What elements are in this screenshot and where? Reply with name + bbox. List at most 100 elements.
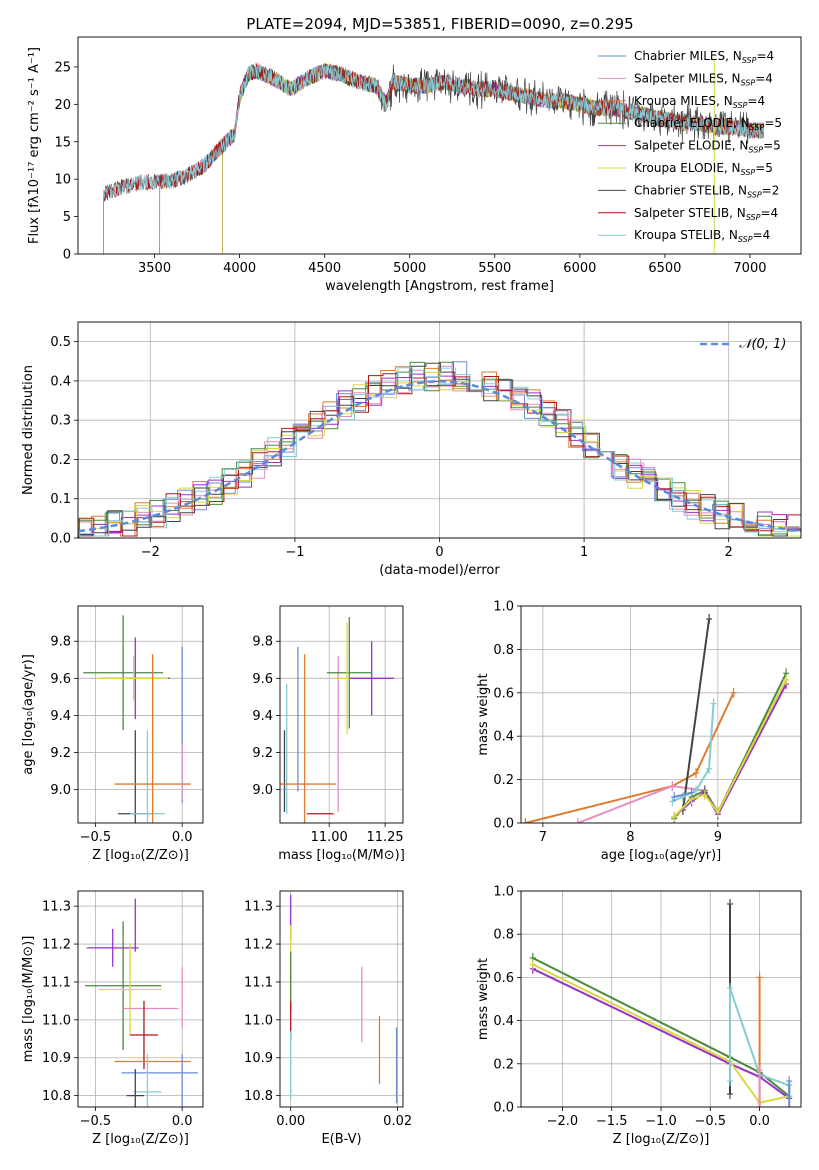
x-tick-label: 9: [714, 830, 722, 845]
y-axis-label: mass weight: [476, 673, 491, 755]
y-tick-label: 0.5: [50, 335, 71, 350]
axes-frame: [279, 890, 404, 1108]
y-tick-label: 11.3: [244, 900, 273, 915]
x-tick-label: −0.5: [80, 1114, 112, 1129]
y-tick-label: 0.3: [50, 414, 71, 429]
plot-area: [83, 615, 191, 823]
histogram-step: [79, 367, 801, 538]
x-tick-label: 0.00: [276, 1114, 305, 1129]
x-tick-label: 6000: [563, 261, 596, 276]
x-tick-label: 0.0: [749, 1114, 770, 1129]
legend-eq: =: [762, 183, 772, 197]
legend-n: , N: [721, 228, 738, 242]
legend-nssp-value: 5: [774, 116, 782, 130]
plot-area: [84, 898, 198, 1107]
y-tick-label: 11.0: [244, 1013, 273, 1028]
weight-line: [673, 791, 692, 798]
legend-nssp-value: 4: [763, 228, 771, 242]
x-tick-label: 0.0: [172, 1114, 193, 1129]
legend-eq: =: [753, 228, 763, 242]
spectrum-line-salpeter-miles: [159, 64, 764, 254]
plot-area: [522, 614, 790, 823]
y-tick-label: 1.0: [493, 885, 514, 900]
y-tick-label: 0.2: [493, 1057, 514, 1072]
y-tick-label: 20: [54, 98, 71, 113]
legend-eq: =: [755, 71, 765, 85]
plot-area: [529, 898, 793, 1107]
legend-series-name: Salpeter STELIB: [634, 206, 729, 220]
legend-nssp-value: 2: [772, 183, 780, 197]
x-tick-label: 5500: [478, 261, 511, 276]
x-tick-label: −0.5: [695, 1114, 727, 1129]
legend-series-name: Kroupa STELIB: [634, 228, 721, 242]
y-tick-label: 0.6: [493, 686, 514, 701]
x-tick-label: 0: [435, 545, 443, 560]
y-tick-label: 0: [63, 248, 71, 263]
y-tick-label: 11.3: [42, 900, 71, 915]
y-tick-label: 10.9: [42, 1051, 71, 1066]
x-axis-label: mass [log₁₀(M/M⊙)]: [278, 848, 405, 863]
axes-frame: [279, 605, 404, 824]
legend-ssp: SSP: [746, 213, 761, 222]
spectrum-line-salpeter-stelib: [103, 62, 764, 254]
y-tick-label: 11.0: [42, 1013, 71, 1028]
y-tick-label: 9.2: [252, 746, 273, 761]
y-tick-label: 0.0: [493, 817, 514, 832]
y-tick-label: 9.4: [252, 709, 273, 724]
x-tick-label: 7000: [733, 261, 766, 276]
axes-frame: [77, 321, 802, 539]
legend-series-name: Chabrier STELIB: [634, 183, 730, 197]
plot-area: [290, 894, 398, 1104]
x-tick-label: 6500: [648, 261, 681, 276]
legend-n: , N: [716, 94, 733, 108]
legend-nssp-value: 4: [765, 71, 773, 85]
weight-line: [681, 618, 711, 811]
legend-ssp: SSP: [747, 190, 762, 199]
weight-line: [525, 692, 735, 823]
x-tick-label: 11.00: [311, 830, 348, 845]
y-tick-label: 9.0: [50, 783, 71, 798]
legend-label: Kroupa MILES, NSSP=4: [634, 94, 765, 110]
legend-ssp: SSP: [742, 56, 757, 65]
axes-frame: [77, 36, 802, 255]
legend-label: Salpeter STELIB, NSSP=4: [634, 206, 778, 222]
legend-label: Chabrier STELIB, NSSP=2: [634, 183, 779, 199]
legend-series-name: Kroupa MILES: [634, 94, 716, 108]
legend-label: Chabrier ELODIE, NSSP=5: [634, 116, 782, 132]
x-tick-label: 11.25: [366, 830, 403, 845]
x-axis-label: Z [log₁₀(Z/Z⊙)]: [92, 848, 189, 863]
x-tick-label: −1.5: [596, 1114, 628, 1129]
x-tick-label: −2.0: [547, 1114, 579, 1129]
spectrum-line-chabrier-stelib: [103, 64, 764, 254]
plot-area: [103, 59, 764, 254]
axes-frame: [77, 605, 204, 824]
legend-series-name: Kroupa ELODIE: [634, 161, 724, 175]
y-tick-label: 0.4: [493, 730, 514, 745]
y-tick-label: 10.8: [42, 1089, 71, 1104]
legend-nssp-value: 4: [771, 206, 779, 220]
legend-nssp-value: 5: [773, 139, 781, 153]
legend-eq: =: [755, 161, 765, 175]
x-tick-label: 0.02: [383, 1114, 412, 1129]
x-axis-label: age [log₁₀(age/yr)]: [601, 848, 722, 863]
legend-ssp: SSP: [741, 168, 756, 177]
x-axis-label: wavelength [Angstrom, rest frame]: [325, 279, 554, 294]
legend-n: , N: [724, 71, 741, 85]
legend-ssp: SSP: [750, 123, 765, 132]
y-tick-label: 0.0: [493, 1101, 514, 1116]
y-tick-label: 0.8: [493, 928, 514, 943]
y-tick-label: 5: [63, 210, 71, 225]
y-tick-label: 10.8: [244, 1089, 273, 1104]
y-axis-label: age [log₁₀(age/yr)]: [21, 654, 36, 775]
x-tick-label: 0.0: [172, 830, 193, 845]
y-tick-label: 11.1: [42, 975, 71, 990]
y-tick-label: 9.0: [252, 783, 273, 798]
legend-nssp-value: 4: [767, 49, 775, 63]
spectrum-line-kroupa-stelib: [103, 63, 764, 254]
gaussian-curve: [78, 380, 801, 533]
x-tick-label: −1.0: [645, 1114, 677, 1129]
legend-label: Chabrier MILES, NSSP=4: [634, 49, 774, 65]
x-tick-label: 7: [539, 830, 547, 845]
